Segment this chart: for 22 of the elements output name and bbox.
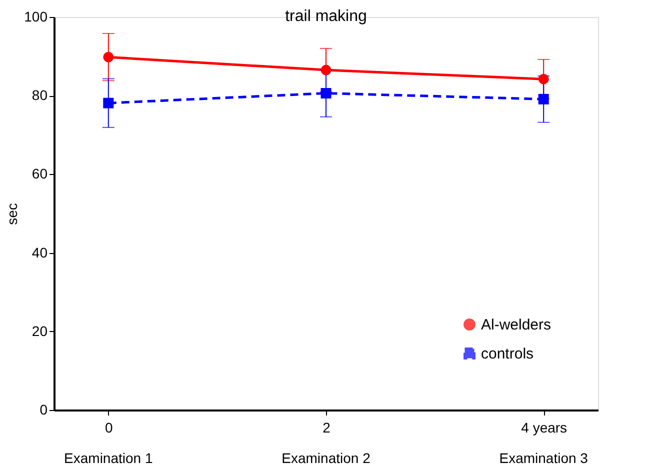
x-tick-label: 0 bbox=[105, 420, 113, 436]
y-tick-label: 20 bbox=[32, 322, 48, 339]
y-tick-label: 100 bbox=[24, 8, 48, 24]
point bbox=[320, 64, 332, 76]
point bbox=[103, 52, 114, 62]
y-tick-label: 60 bbox=[32, 166, 48, 182]
y-tick-label: 0 bbox=[40, 402, 48, 418]
text: Examination 2 bbox=[282, 450, 371, 466]
chart-title: trail making bbox=[285, 8, 367, 25]
x-tick-label: 4 years bbox=[521, 420, 568, 436]
text: Examination 1 bbox=[64, 450, 153, 466]
point bbox=[103, 98, 114, 108]
legend-label: controls bbox=[481, 346, 534, 362]
legend-label: Al-welders bbox=[481, 316, 552, 334]
y-tick-label: 80 bbox=[32, 87, 48, 104]
text: Examination 3 bbox=[499, 450, 588, 466]
y-tick-label: 40 bbox=[32, 244, 48, 260]
point bbox=[538, 74, 549, 84]
y-axis-title: sec bbox=[4, 203, 20, 225]
x-tick-label: 2 bbox=[322, 420, 331, 436]
point bbox=[538, 94, 549, 104]
point bbox=[320, 88, 332, 98]
